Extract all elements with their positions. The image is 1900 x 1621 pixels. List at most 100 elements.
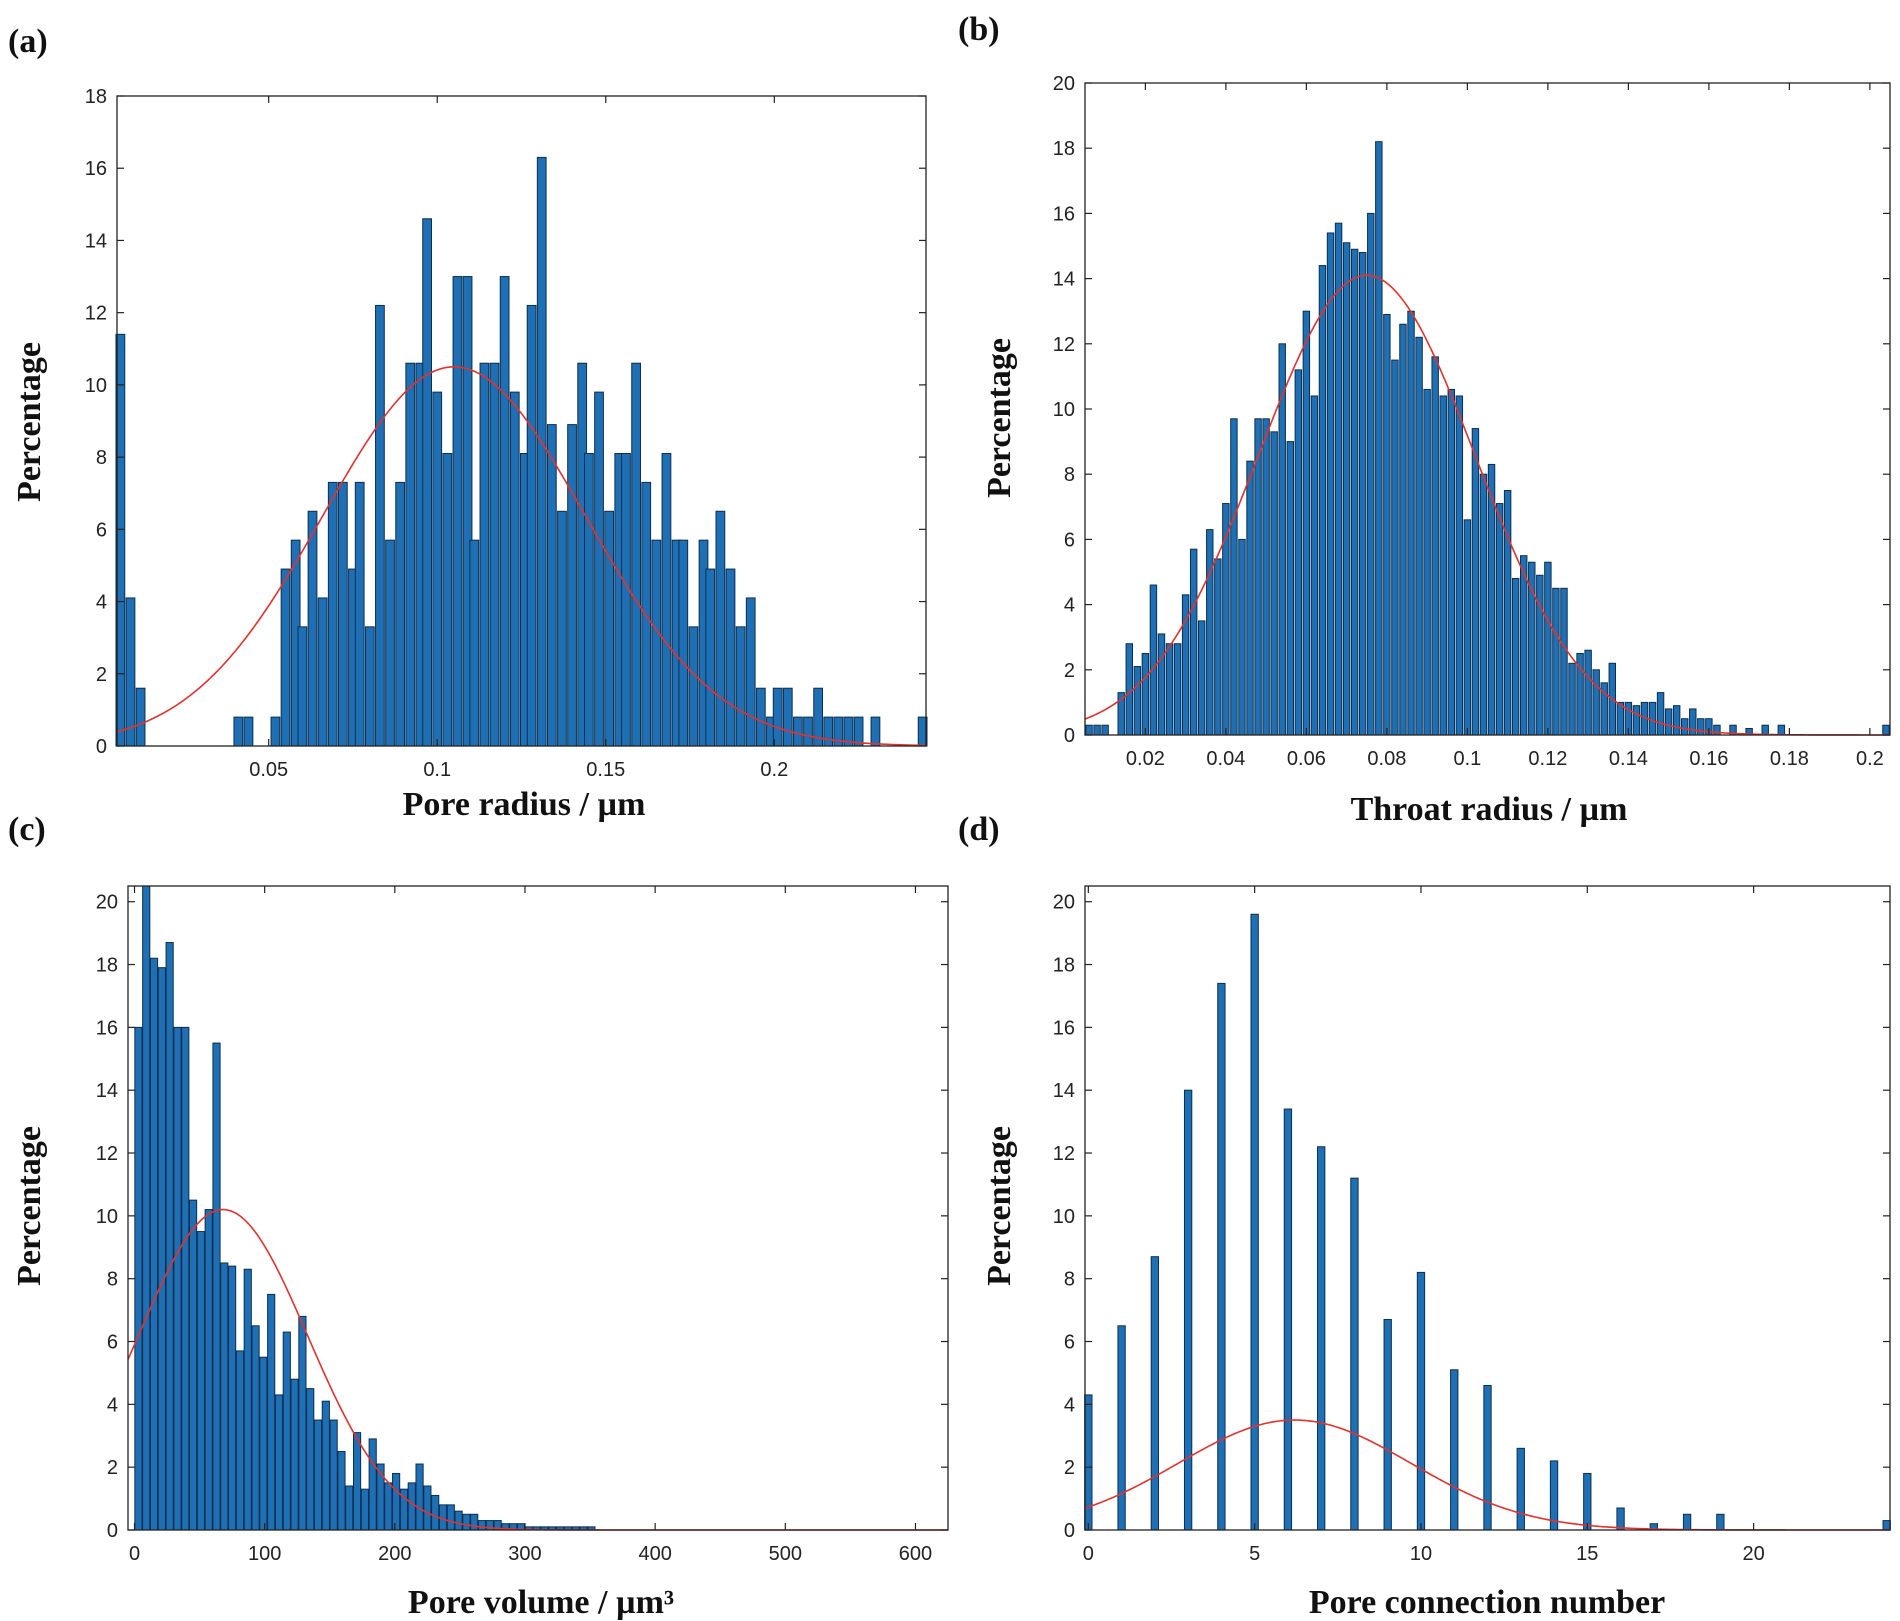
y-axis-label: Percentage <box>981 338 1018 498</box>
y-tick-label: 8 <box>1064 1269 1075 1291</box>
histogram-bar <box>1681 718 1689 736</box>
y-tick-label: 8 <box>96 447 107 469</box>
y-tick-label: 14 <box>85 230 107 252</box>
histogram-bar <box>442 453 453 747</box>
histogram-bar <box>1214 558 1222 736</box>
histogram-bar <box>1150 1256 1160 1531</box>
histogram-bar <box>1141 653 1150 736</box>
histogram-bar <box>165 942 174 1531</box>
histogram-bar <box>1359 252 1367 736</box>
histogram-bar <box>384 1482 393 1531</box>
histogram-bar <box>1479 473 1488 736</box>
histogram-bar <box>1713 724 1721 736</box>
histogram-bar <box>1511 578 1520 736</box>
histogram-bar <box>1302 310 1311 736</box>
histogram-bar <box>228 1265 237 1531</box>
histogram-bar <box>189 1199 198 1531</box>
histogram-bar <box>353 1432 362 1531</box>
histogram-bar <box>526 304 537 747</box>
histogram-bar <box>204 1209 213 1531</box>
y-tick-label: 12 <box>96 1143 118 1165</box>
x-tick-label: 0.06 <box>1287 748 1326 770</box>
histogram-bar <box>489 362 500 747</box>
histogram-bar <box>181 1026 190 1531</box>
x-tick-label: 0.2 <box>760 759 788 781</box>
x-tick-label: 500 <box>769 1543 802 1565</box>
y-tick-label: 14 <box>1053 1080 1075 1102</box>
histogram-bar <box>1093 724 1101 736</box>
histogram-bar <box>415 1463 424 1531</box>
histogram-bar <box>823 716 834 747</box>
histogram-bar <box>1250 913 1259 1531</box>
y-tick-label: 6 <box>107 1332 118 1354</box>
x-tick-label: 0.15 <box>586 759 625 781</box>
x-tick-label: 0.1 <box>1453 748 1481 770</box>
histogram-bar <box>1689 708 1697 736</box>
y-tick-label: 0 <box>96 736 107 758</box>
histogram-bar <box>259 1356 268 1531</box>
histogram-bar <box>1206 529 1214 736</box>
y-tick-label: 0 <box>107 1520 118 1542</box>
histogram-bar <box>793 716 803 747</box>
histogram-bar <box>1520 555 1528 736</box>
axes-frame <box>127 885 949 1531</box>
x-tick-label: 20 <box>1742 1543 1764 1565</box>
histogram-bar <box>1882 724 1890 736</box>
y-tick-label: 0 <box>1064 1520 1075 1542</box>
histogram-bar <box>251 1325 260 1531</box>
histogram-bar <box>313 1419 323 1531</box>
histogram-bar <box>149 957 159 1531</box>
histogram-bar <box>1246 460 1254 736</box>
histogram-bar <box>423 1485 432 1531</box>
histogram-bar <box>392 1472 401 1531</box>
panel-b-throat-radius: (b) 0.02 0.04 0.06 0.08 0.1 0.12 0.14 0.16 0.18 0.… <box>958 11 1891 828</box>
histogram-bar <box>1157 633 1166 736</box>
histogram-bar <box>405 362 416 747</box>
y-tick-label: 4 <box>96 592 107 614</box>
histogram-bar <box>364 626 375 747</box>
histogram-bar <box>375 304 385 747</box>
x-tick-label: 0.18 <box>1770 748 1809 770</box>
histogram-bar <box>1616 701 1625 736</box>
histogram-bar <box>1777 724 1786 736</box>
x-tick-label: 0 <box>129 1543 140 1565</box>
histogram-bar <box>1568 662 1576 736</box>
histogram-bar <box>270 716 281 747</box>
y-tick-label: 6 <box>1064 529 1075 551</box>
histogram-bar <box>1317 1146 1326 1531</box>
y-tick-label: 2 <box>107 1457 118 1479</box>
histogram-bar <box>1664 708 1673 736</box>
histogram-bar <box>345 1485 354 1531</box>
histogram-bar <box>220 1262 229 1531</box>
histogram-bar <box>1198 620 1206 736</box>
histogram-bar <box>1189 548 1198 736</box>
histogram-bar <box>297 626 308 747</box>
histogram-bar <box>354 481 365 747</box>
histogram-bar <box>452 276 463 747</box>
histogram-bar <box>1125 643 1134 736</box>
histogram-bar <box>1262 418 1270 736</box>
normal-fit-curve <box>116 366 927 747</box>
x-tick-label: 5 <box>1249 1543 1260 1565</box>
panel-label: (a) <box>8 23 48 60</box>
histogram-bar <box>407 1482 416 1531</box>
x-tick-label: 400 <box>638 1543 671 1565</box>
histogram-bar <box>1117 1325 1126 1531</box>
histogram-bar <box>755 687 766 747</box>
histogram-bar <box>1455 395 1464 736</box>
y-tick-label: 20 <box>1053 73 1075 95</box>
histogram-bar <box>196 1231 205 1531</box>
y-tick-label: 4 <box>1064 1394 1075 1416</box>
histogram-bar <box>803 716 813 747</box>
histogram-bar <box>1648 701 1657 736</box>
histogram-bar <box>1173 643 1182 736</box>
histogram-bar <box>567 424 577 747</box>
histogram-bar <box>1447 388 1456 736</box>
histogram-bar <box>235 1350 245 1531</box>
histogram-bar <box>470 1513 479 1531</box>
histogram-bar <box>1283 1108 1293 1531</box>
histogram-bar <box>725 568 736 747</box>
histogram-bar <box>298 1315 307 1531</box>
histogram-bar <box>173 1026 182 1531</box>
histogram-bar <box>1149 584 1158 736</box>
